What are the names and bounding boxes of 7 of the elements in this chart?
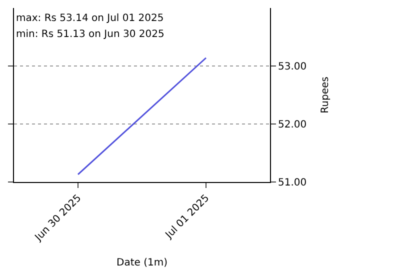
y-tick-label: 53.00 [278,62,307,72]
y-tick-label: 52.00 [278,120,307,130]
y-axis-title: Rupees [320,76,332,114]
annotation: max: Rs 53.14 on Jul 01 2025 [16,13,164,24]
x-axis-title: Date (1m) [116,257,168,268]
y-tick-label: 51.00 [278,178,307,188]
annotation: min: Rs 51.13 on Jun 30 2025 [16,29,164,40]
